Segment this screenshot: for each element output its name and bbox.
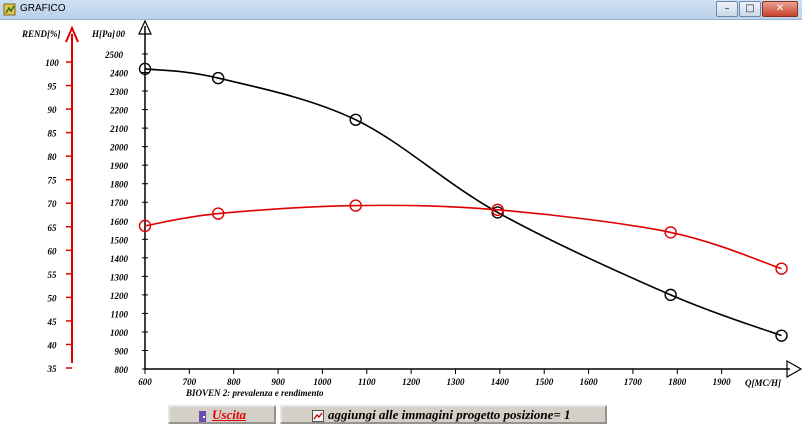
x-tick-label: 1600 xyxy=(580,377,599,387)
chart-caption: BIOVEN 2: prevalenza e rendimento xyxy=(185,388,324,398)
rend-tick-label: 55 xyxy=(48,270,58,280)
rend-axis-label: REND[%] xyxy=(21,29,61,39)
maximize-button[interactable]: □ xyxy=(739,1,761,17)
h-tick-label: 900 xyxy=(115,346,129,356)
x-tick-label: 1300 xyxy=(447,377,466,387)
x-tick-label: 1800 xyxy=(668,377,687,387)
data-point-marker xyxy=(211,71,225,85)
h-tick-label: 1900 xyxy=(110,161,129,171)
x-tick-label: 1100 xyxy=(358,377,376,387)
x-tick-label: 600 xyxy=(138,377,152,387)
h-tick-label: 2300 xyxy=(109,87,129,97)
h-tick-label: 2000 xyxy=(109,143,129,153)
rend-tick-label: 60 xyxy=(48,246,58,256)
h-tick-label: 2200 xyxy=(109,106,129,116)
h-tick-label: 800 xyxy=(115,365,129,375)
title-bar: GRAFICO – □ ✕ xyxy=(0,0,802,20)
rend-tick-label: 40 xyxy=(47,340,58,350)
data-point-marker xyxy=(138,62,152,76)
h-tick-label: 1100 xyxy=(110,309,128,319)
rend-tick-label: 35 xyxy=(47,364,58,374)
rend-tick-label: 65 xyxy=(48,223,58,233)
x-tick-label: 1000 xyxy=(313,377,332,387)
rend-tick-label: 70 xyxy=(48,199,58,209)
add-to-project-images-label: aggiungi alle immagini progetto posizion… xyxy=(328,407,571,422)
h-tick-label: 1300 xyxy=(110,272,129,282)
series-line xyxy=(144,204,782,270)
x-tick-label: 1700 xyxy=(624,377,643,387)
rend-tick-label: 95 xyxy=(48,82,58,92)
rend-tick-label: 45 xyxy=(47,317,58,327)
app-icon xyxy=(3,3,16,16)
chart-area: REND[%] 100 95 90 85 80 75 70 65 60 55 50 45 40 35 H[… xyxy=(21,20,802,398)
rend-tick-label: 90 xyxy=(48,105,58,115)
h-tick-label: 1200 xyxy=(110,291,129,301)
h-tick-label: 1500 xyxy=(110,235,129,245)
h-tick-label: 2500 xyxy=(104,50,124,60)
x-tick-label: 1400 xyxy=(491,377,510,387)
exit-button[interactable]: Uscita xyxy=(168,405,276,424)
rend-axis-arrow xyxy=(65,25,79,43)
add-to-project-images-button[interactable]: aggiungi alle immagini progetto posizion… xyxy=(280,405,607,424)
data-point-marker xyxy=(211,207,225,220)
rend-tick-label: 80 xyxy=(48,152,58,162)
window-title: GRAFICO xyxy=(20,3,66,14)
x-tick-label: 1900 xyxy=(713,377,732,387)
rend-tick-label: 75 xyxy=(48,176,58,186)
data-point-marker xyxy=(664,226,677,239)
close-button[interactable]: ✕ xyxy=(762,1,798,17)
data-point-marker xyxy=(664,288,677,302)
data-point-marker xyxy=(349,113,362,126)
series-line xyxy=(144,68,782,337)
x-tick-label: 700 xyxy=(183,377,197,387)
h-axis-label: H[Pa]00 xyxy=(91,29,126,39)
minimize-button[interactable]: – xyxy=(716,1,738,17)
x-tick-label: 800 xyxy=(227,377,241,387)
x-tick-label: 1500 xyxy=(535,377,554,387)
rend-tick-label: 85 xyxy=(48,129,58,139)
data-point-marker xyxy=(138,219,152,233)
data-point-marker xyxy=(491,203,504,217)
h-tick-label: 1000 xyxy=(110,328,129,338)
x-tick-label: 900 xyxy=(271,377,285,387)
rend-tick-label: 50 xyxy=(48,293,58,303)
h-tick-label: 2100 xyxy=(109,124,129,134)
chart-image-icon xyxy=(312,410,324,423)
h-tick-label: 2400 xyxy=(109,69,129,79)
x-axis-arrow xyxy=(786,359,802,379)
exit-door-icon xyxy=(199,410,207,422)
h-axis-arrow xyxy=(138,20,152,35)
data-point-marker xyxy=(775,262,788,275)
exit-button-label: Uscita xyxy=(212,407,246,422)
h-tick-label: 1800 xyxy=(110,180,129,190)
h-tick-label: 1400 xyxy=(110,254,129,264)
x-axis-label: Q[MC/H] xyxy=(745,378,781,388)
x-tick-label: 1200 xyxy=(402,377,421,387)
rend-tick-label: 100 xyxy=(45,58,59,68)
data-point-marker xyxy=(775,329,788,342)
h-tick-label: 1700 xyxy=(110,198,129,208)
h-tick-label: 1600 xyxy=(110,217,129,227)
data-point-marker xyxy=(349,199,362,212)
